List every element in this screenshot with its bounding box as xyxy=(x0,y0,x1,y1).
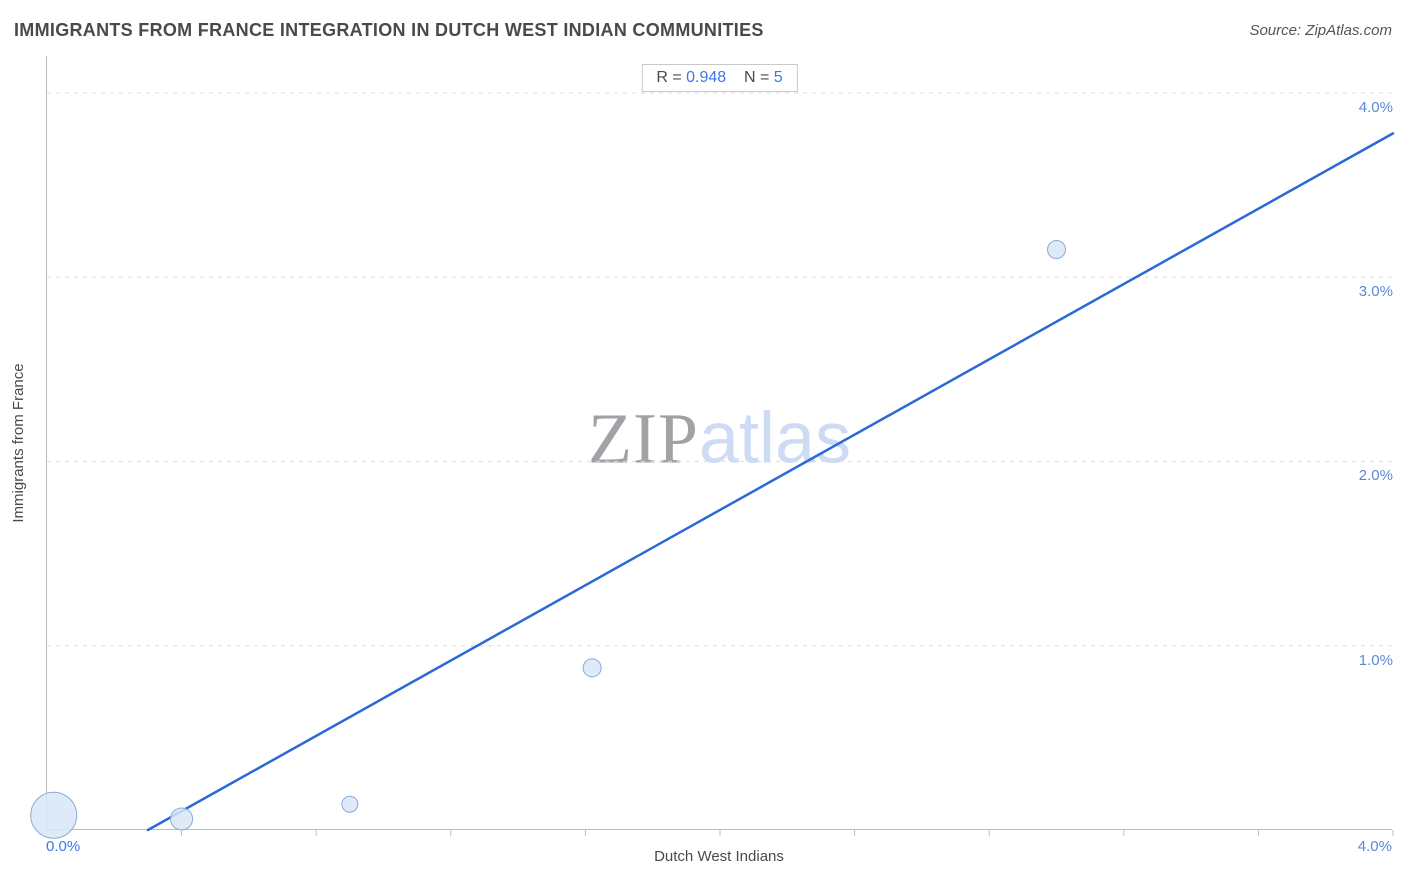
source-attribution: Source: ZipAtlas.com xyxy=(1249,22,1392,39)
plot-area: R = 0.948 N = 5 ZIPatlas 1.0%2.0%3.0%4.0… xyxy=(46,56,1392,830)
y-tick-label: 2.0% xyxy=(1337,467,1393,484)
y-tick-label: 4.0% xyxy=(1337,99,1393,116)
y-tick-label: 3.0% xyxy=(1337,283,1393,300)
chart-title: IMMIGRANTS FROM FRANCE INTEGRATION IN DU… xyxy=(14,20,764,41)
chart-svg xyxy=(47,56,1392,829)
x-origin-tick: 0.0% xyxy=(46,838,80,855)
y-axis-label: Immigrants from France xyxy=(10,56,27,830)
x-max-tick: 4.0% xyxy=(1358,838,1392,855)
x-axis-label: Dutch West Indians xyxy=(46,848,1392,865)
y-tick-label: 1.0% xyxy=(1337,652,1393,669)
